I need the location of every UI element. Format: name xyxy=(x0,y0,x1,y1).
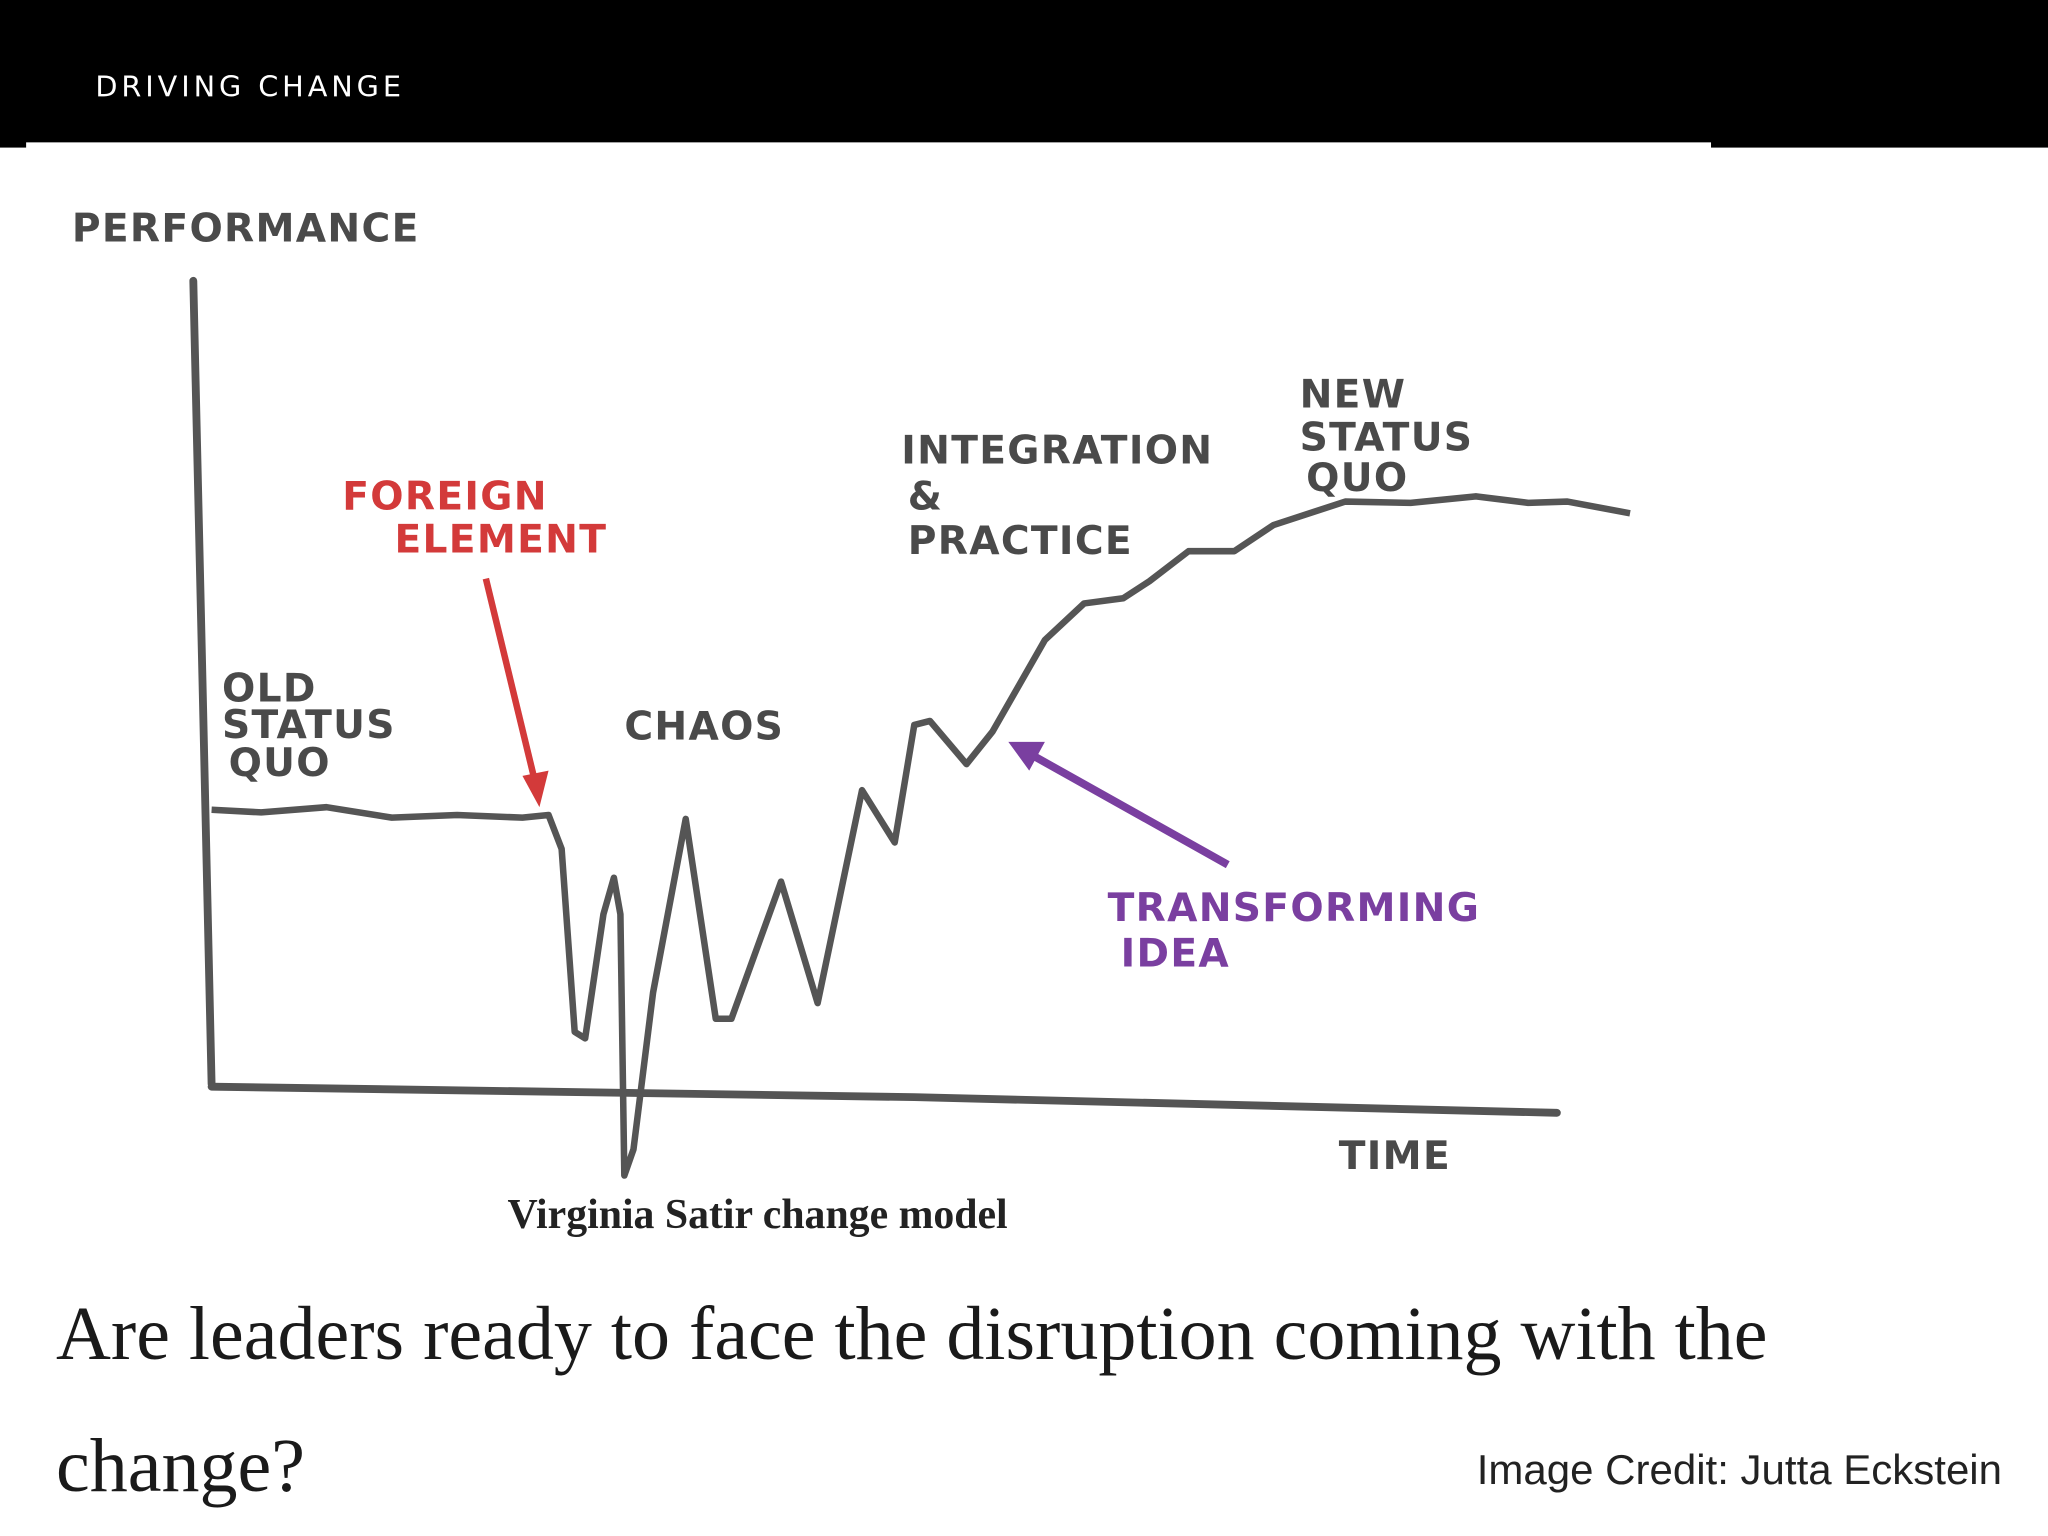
annotation: INTEGRATION xyxy=(901,429,1213,474)
annotation: & xyxy=(908,474,943,519)
performance-curve xyxy=(211,493,1631,1179)
annotation: NEW xyxy=(1300,373,1407,418)
idea-arrowhead xyxy=(1008,741,1045,771)
annotation: STATUS xyxy=(1300,416,1474,461)
annotation: STATUS xyxy=(222,703,396,748)
annotation: TRANSFORMING xyxy=(1108,886,1481,931)
headline: Are leaders ready to face the disruption… xyxy=(56,1292,1768,1508)
image-credit: Image Credit: Jutta Eckstein xyxy=(1476,1446,2002,1493)
header-title: DRIVING CHANGE xyxy=(95,70,405,104)
y-axis-label: PERFORMANCE xyxy=(72,207,420,252)
annotation: OLD xyxy=(222,666,317,711)
x-axis-label: TIME xyxy=(1339,1134,1451,1179)
foreign-arrowhead xyxy=(522,770,549,808)
annotation: FOREIGN xyxy=(342,474,548,519)
image-area xyxy=(26,142,1712,1266)
y-axis xyxy=(189,276,216,1088)
foreign-arrow xyxy=(482,577,539,785)
caption: Virginia Satir change model xyxy=(507,1192,1007,1238)
annotation: PRACTICE xyxy=(908,519,1133,564)
annotation: IDEA xyxy=(1121,932,1230,977)
annotation: QUO xyxy=(1306,456,1408,501)
x-axis xyxy=(207,1082,1561,1117)
header-bar xyxy=(0,0,2048,148)
annotation: CHAOS xyxy=(624,704,784,749)
annotation: QUO xyxy=(229,741,331,786)
idea-arrow xyxy=(1029,751,1230,869)
annotation: ELEMENT xyxy=(394,517,607,562)
